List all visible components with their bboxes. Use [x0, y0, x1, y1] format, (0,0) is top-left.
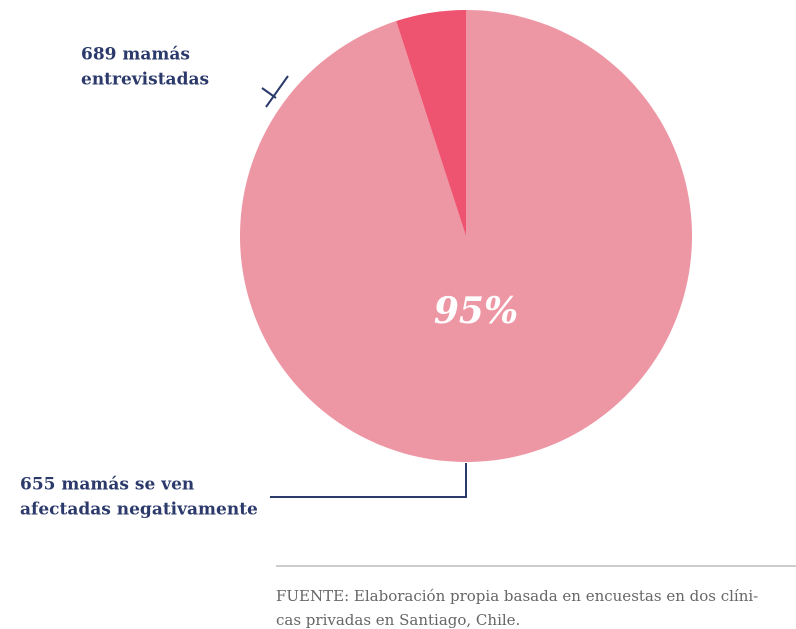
slice	[239, 10, 692, 463]
annotation: entrevistadas	[81, 70, 209, 90]
pie	[239, 10, 692, 463]
leader-line	[261, 75, 289, 108]
leader-line	[270, 463, 467, 498]
slice	[396, 10, 466, 236]
source: cas privadas en Santiago, Chile.	[276, 611, 520, 629]
slice-label: 95%	[434, 290, 518, 332]
annotation: 689 mamás	[81, 45, 190, 65]
annotation: 655 mamás se ven	[20, 475, 194, 495]
annotation: afectadas negativamente	[20, 500, 258, 520]
source: FUENTE: Elaboración propia basada en enc…	[276, 587, 758, 605]
